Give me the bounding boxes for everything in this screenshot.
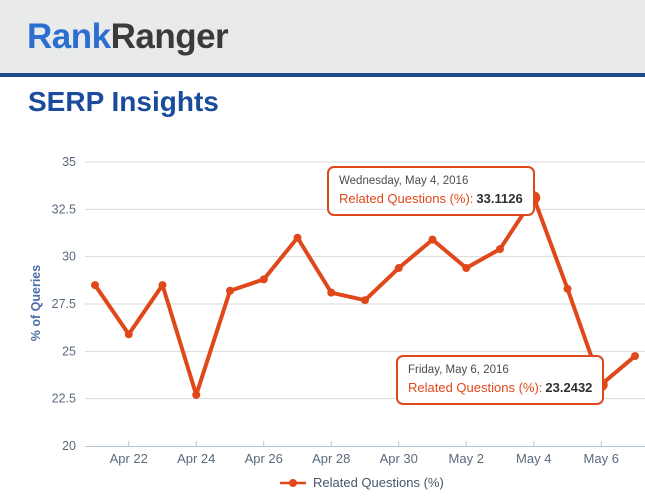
legend-line-marker-icon bbox=[280, 478, 306, 487]
y-axis-tick-label: 22.5 bbox=[52, 392, 76, 406]
x-axis-tick-label: May 2 bbox=[449, 451, 484, 466]
data-point-marker[interactable] bbox=[124, 330, 133, 339]
y-axis-tick-label: 27.5 bbox=[52, 297, 76, 311]
x-axis-tick-label: Apr 28 bbox=[312, 451, 350, 466]
x-axis-tick-label: Apr 30 bbox=[380, 451, 418, 466]
data-point-marker[interactable] bbox=[158, 281, 167, 290]
logo-text-ranger: Ranger bbox=[110, 17, 229, 56]
y-axis-tick-label: 35 bbox=[62, 155, 76, 169]
data-point-marker[interactable] bbox=[462, 264, 471, 273]
y-axis-tick-label: 25 bbox=[62, 345, 76, 359]
data-point-marker[interactable] bbox=[192, 391, 201, 400]
x-axis-tick-label: Apr 26 bbox=[245, 451, 283, 466]
data-point-marker[interactable] bbox=[259, 275, 268, 284]
app-header: RankRanger bbox=[0, 0, 645, 73]
x-axis-tick-label: Apr 24 bbox=[177, 451, 215, 466]
data-point-marker[interactable] bbox=[293, 233, 302, 242]
tooltip-value-line: Related Questions (%): 33.1126 bbox=[339, 191, 523, 207]
tooltip-value: 23.2432 bbox=[545, 380, 593, 396]
data-point-marker[interactable] bbox=[563, 285, 572, 294]
tooltip-series-label: Related Questions (%): bbox=[408, 380, 543, 396]
data-point-marker[interactable] bbox=[91, 281, 99, 290]
tooltip-value: 33.1126 bbox=[476, 191, 523, 207]
data-point-marker[interactable] bbox=[394, 264, 403, 273]
data-point-marker[interactable] bbox=[361, 296, 369, 305]
x-axis-tick-label: May 4 bbox=[516, 451, 551, 466]
data-point-marker[interactable] bbox=[631, 352, 639, 361]
x-axis-tick-label: May 6 bbox=[584, 451, 619, 466]
x-axis-tick-label: Apr 22 bbox=[110, 451, 148, 466]
tooltip-date: Friday, May 6, 2016 bbox=[408, 364, 509, 377]
serp-insights-chart: 20 22.5 25 27.5 30 32.5 35 Apr 22 Apr 24 Apr 26 Ap… bbox=[0, 130, 645, 500]
page-title: SERP Insights bbox=[28, 86, 219, 117]
data-point-marker[interactable] bbox=[428, 235, 437, 244]
tooltip-value-line: Related Questions (%): 23.2432 bbox=[408, 380, 592, 396]
legend-label: Related Questions (%) bbox=[313, 475, 444, 491]
y-axis-tick-label: 20 bbox=[62, 439, 76, 453]
legend-item-related-questions[interactable]: Related Questions (%) bbox=[280, 475, 444, 490]
rankranger-logo[interactable]: RankRanger bbox=[27, 17, 229, 56]
y-axis-tick-label: 30 bbox=[62, 250, 76, 264]
header-divider-bar bbox=[0, 73, 645, 77]
data-point-marker[interactable] bbox=[226, 286, 234, 295]
tooltip-series-label: Related Questions (%): bbox=[339, 191, 474, 207]
logo-text-rank: Rank bbox=[27, 17, 111, 56]
tooltip-may-6: Friday, May 6, 2016 Related Questions (%… bbox=[396, 355, 605, 406]
tooltip-date: Wednesday, May 4, 2016 bbox=[339, 175, 469, 188]
y-axis-tick-label: 32.5 bbox=[52, 203, 76, 217]
line-chart-canvas: 20 22.5 25 27.5 30 32.5 35 Apr 22 Apr 24 Apr 26 Ap… bbox=[29, 155, 645, 466]
data-point-marker[interactable] bbox=[327, 288, 336, 297]
tooltip-may-4: Wednesday, May 4, 2016 Related Questions… bbox=[327, 166, 535, 217]
y-axis-title: % of Queries bbox=[29, 265, 43, 341]
data-point-marker[interactable] bbox=[496, 245, 504, 254]
